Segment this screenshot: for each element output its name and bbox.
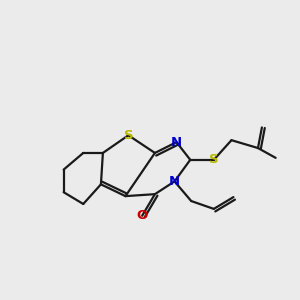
- Text: S: S: [209, 153, 219, 166]
- Text: N: N: [171, 136, 182, 148]
- Text: S: S: [124, 129, 133, 142]
- Text: N: N: [169, 175, 180, 188]
- Text: O: O: [136, 209, 148, 222]
